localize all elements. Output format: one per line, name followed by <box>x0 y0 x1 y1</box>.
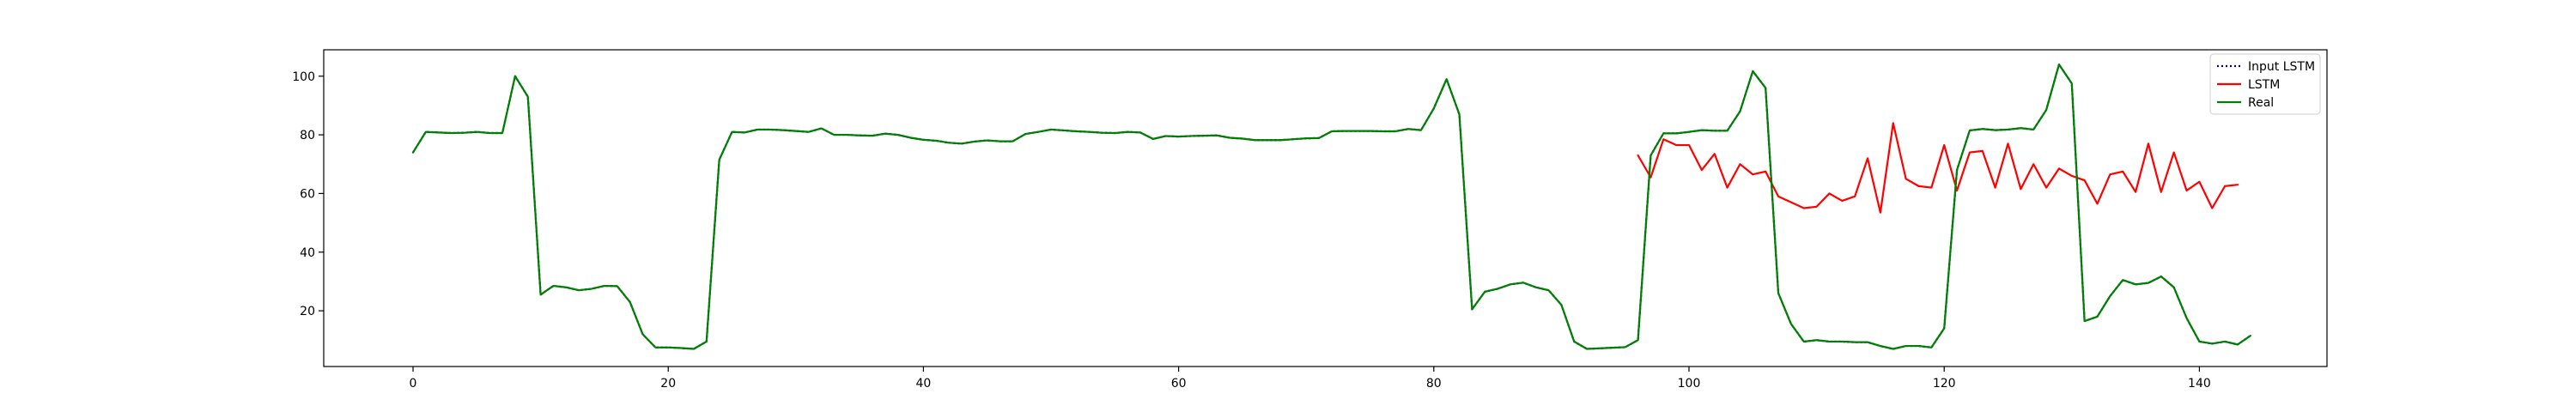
x-axis-ticks: 0 20 40 60 80 100 120 140 <box>410 367 2211 391</box>
x-tick-label: 0 <box>410 377 417 391</box>
x-tick-label: 140 <box>2188 377 2211 391</box>
plot-series <box>411 63 2251 350</box>
legend-label: Input LSTM <box>2248 60 2315 74</box>
legend-label: LSTM <box>2248 78 2280 92</box>
plot-area-frame <box>323 49 2328 367</box>
legend-label: Real <box>2248 96 2274 110</box>
x-tick-label: 40 <box>916 377 932 391</box>
series-line-real <box>411 63 2251 350</box>
y-tick-label: 40 <box>300 246 315 260</box>
series-line-lstm <box>1637 122 2239 214</box>
y-tick-label: 80 <box>300 129 315 142</box>
legend: Input LSTM LSTM Real <box>2209 53 2321 115</box>
legend-box <box>2209 53 2321 115</box>
y-tick-label: 100 <box>292 70 315 84</box>
y-axis-ticks: 20 40 60 80 100 <box>292 70 324 318</box>
y-tick-label: 60 <box>300 187 315 201</box>
x-tick-label: 120 <box>1933 377 1956 391</box>
x-tick-label: 80 <box>1426 377 1442 391</box>
x-tick-label: 100 <box>1678 377 1701 391</box>
x-tick-label: 20 <box>660 377 676 391</box>
y-tick-label: 20 <box>300 305 315 318</box>
x-tick-label: 60 <box>1171 377 1187 391</box>
